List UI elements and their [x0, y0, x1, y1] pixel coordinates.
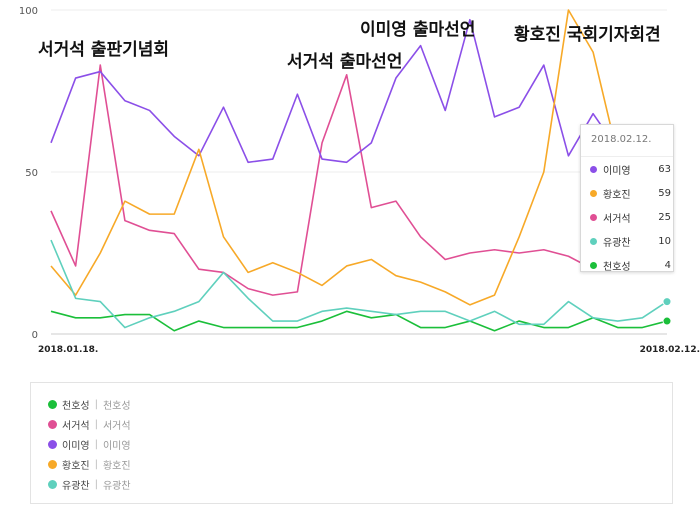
legend-item[interactable]: 이미영 | 이미영	[48, 437, 131, 452]
tooltip-series-value: 4	[664, 259, 671, 271]
y-tick-label: 50	[25, 168, 38, 179]
last-point-marker[interactable]	[662, 297, 672, 307]
legend-series-name: 이미영	[62, 440, 90, 452]
grid-lines	[51, 9, 667, 335]
event-annotation: 황호진 국회기자회견	[514, 25, 661, 45]
legend-series-alias: 이미영	[102, 440, 131, 452]
tooltip-series-value: 25	[658, 211, 671, 223]
tooltip-row: 황호진 59	[581, 181, 673, 205]
y-axis-ticks: 0 50 100	[19, 6, 38, 341]
last-point-marker[interactable]	[662, 316, 672, 326]
tooltip-row: 이미영 63	[581, 157, 673, 181]
series-line	[50, 9, 668, 306]
tooltip-series-value: 59	[658, 187, 671, 199]
series-line	[50, 64, 668, 296]
tooltip-series-name: 서거석	[603, 213, 631, 225]
series-color-dot	[590, 237, 597, 245]
series-color-dot	[590, 189, 597, 197]
legend-series-name: 천호성	[62, 400, 90, 412]
tooltip-series-value: 63	[658, 163, 671, 175]
tooltip-series-name: 유광찬	[603, 237, 631, 249]
legend-color-dot	[48, 399, 57, 409]
legend-series-name: 유광찬	[62, 480, 90, 492]
tooltip-series-name: 황호진	[603, 189, 631, 201]
tooltip-row: 서거석 25	[581, 205, 673, 229]
legend-color-dot	[48, 419, 57, 429]
series-color-dot	[590, 165, 597, 173]
tooltip-series-name: 천호성	[603, 261, 631, 273]
event-annotation: 서거석 출마선언	[287, 52, 402, 72]
series-color-dot	[590, 261, 597, 269]
tooltip-row: 유광찬 10	[581, 229, 673, 253]
legend-separator: |	[94, 478, 98, 490]
legend-item[interactable]: 유광찬 | 유광찬	[48, 477, 131, 492]
series-line	[50, 239, 668, 329]
event-annotation: 서거석 출판기념회	[38, 39, 169, 60]
tooltip-series-name: 이미영	[603, 165, 631, 177]
legend-color-dot	[48, 439, 57, 449]
legend-series-alias: 유광찬	[102, 480, 131, 492]
tooltip-row: 천호성 4	[581, 253, 673, 277]
legend-separator: |	[94, 398, 98, 410]
legend-series-alias: 서거석	[102, 420, 131, 432]
series-line	[50, 18, 668, 164]
legend-separator: |	[94, 418, 98, 430]
series-color-dot	[590, 213, 597, 221]
legend-color-dot	[48, 479, 57, 489]
x-start-label: 2018.01.18.	[38, 345, 98, 355]
legend-separator: |	[94, 438, 98, 450]
legend-color-dot	[48, 459, 57, 469]
legend-item[interactable]: 서거석 | 서거석	[48, 417, 131, 432]
legend-item[interactable]: 천호성 | 천호성	[48, 397, 131, 412]
tooltip-rows: 이미영 63 황호진 59 서거석 25 유광찬 10 천호성 4	[581, 157, 673, 277]
legend-item[interactable]: 황호진 | 황호진	[48, 457, 131, 472]
x-end-label: 2018.02.12.	[640, 345, 700, 355]
legend-separator: |	[94, 458, 98, 470]
legend-series-name: 황호진	[62, 460, 90, 472]
y-tick-label: 0	[32, 330, 38, 341]
tooltip-date: 2018.02.12.	[581, 125, 673, 157]
legend-series-alias: 천호성	[102, 400, 131, 412]
tooltip: 2018.02.12. 이미영 63 황호진 59 서거석 25 유광찬 10 천호성 4	[580, 124, 674, 273]
legend-series-name: 서거석	[62, 420, 90, 432]
tooltip-series-value: 10	[658, 235, 671, 247]
legend-series-alias: 황호진	[102, 460, 131, 472]
event-annotation: 이미영 출마선언	[360, 20, 475, 40]
y-tick-label: 100	[19, 6, 38, 17]
series-lines	[50, 9, 672, 332]
